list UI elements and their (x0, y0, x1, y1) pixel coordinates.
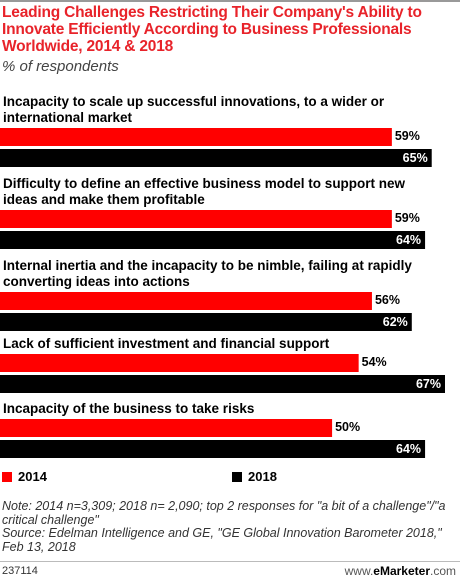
legend-label-2014: 2014 (18, 469, 47, 484)
footnote: Note: 2014 n=3,309; 2018 n= 2,090; top 2… (2, 499, 452, 554)
bar-2014 (0, 292, 372, 310)
chart-id: 237114 (2, 565, 38, 577)
value-label-2018: 64% (396, 233, 421, 247)
category-label: Internal inertia and the incapacity to b… (3, 258, 412, 273)
category-label: Lack of sufficient investment and financ… (3, 336, 330, 351)
legend-item-2014: 2014 (2, 469, 47, 484)
note-text: Note: 2014 n=3,309; 2018 n= 2,090; top 2… (2, 499, 446, 527)
bar-2018 (0, 440, 426, 458)
category-label: Incapacity of the business to take risks (3, 401, 254, 416)
value-label-2014: 56% (375, 293, 400, 307)
bar-2018 (0, 231, 426, 249)
value-label-2014: 54% (362, 355, 387, 369)
top-rule (0, 0, 460, 2)
bar-2014 (0, 210, 392, 228)
category-label: international market (3, 110, 133, 125)
bottom-rule (0, 561, 460, 562)
brand-name: eMarketer (373, 564, 430, 578)
category-label: ideas and make them profitable (3, 192, 205, 207)
bar-2014 (0, 128, 392, 146)
source-text: Source: Edelman Intelligence and GE, "GE… (2, 526, 442, 554)
value-label-2014: 50% (335, 420, 360, 434)
chart-subtitle: % of respondents (2, 58, 119, 75)
category-label: Difficulty to define an effective busine… (3, 176, 406, 191)
brand-suffix: .com (429, 564, 456, 578)
value-label-2018: 64% (396, 442, 421, 456)
legend-item-2018: 2018 (232, 469, 277, 484)
bar-2018 (0, 375, 445, 393)
bar-2014 (0, 354, 359, 372)
bar-2018 (0, 313, 412, 331)
value-label-2018: 65% (403, 151, 428, 165)
bar-2018 (0, 149, 432, 167)
value-label-2014: 59% (395, 129, 420, 143)
category-label: converting ideas into actions (3, 274, 190, 289)
value-label-2018: 62% (383, 315, 408, 329)
legend-swatch-2018 (232, 471, 242, 482)
bar-2014 (0, 419, 333, 437)
chart-title: Leading Challenges Restricting Their Com… (2, 4, 422, 55)
value-label-2018: 67% (416, 377, 441, 391)
value-label-2014: 59% (395, 211, 420, 225)
bar-chart: Incapacity to scale up successful innova… (0, 94, 445, 458)
brand-logo: www.eMarketer.com (345, 564, 456, 578)
legend-label-2018: 2018 (248, 469, 277, 484)
legend-swatch-2014 (2, 471, 12, 482)
brand-prefix: www. (344, 564, 374, 578)
category-label: Incapacity to scale up successful innova… (3, 94, 385, 109)
